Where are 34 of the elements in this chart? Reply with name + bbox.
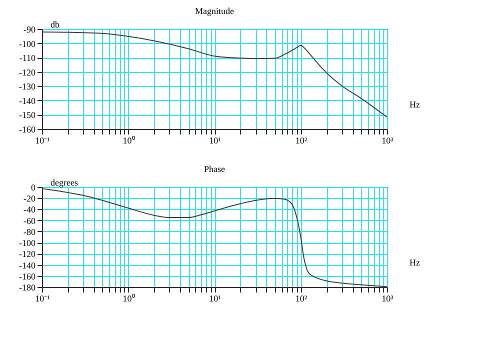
y-tick-label: -120	[19, 249, 36, 260]
y-tick-label: 0	[31, 182, 36, 192]
chart-title: Magnitude	[195, 6, 234, 16]
x-tick-label: 10⁰	[122, 294, 135, 304]
y-tick-label: -110	[19, 53, 36, 64]
y-tick-label: -130	[19, 82, 36, 92]
x-axis-title: Hz	[410, 258, 420, 268]
y-tick-label: -40	[24, 204, 36, 215]
y-tick-label: -100	[19, 38, 36, 49]
y-tick-label: -60	[24, 216, 36, 226]
x-tick-label: 10¹	[209, 136, 222, 146]
x-tick-label: 10³	[382, 294, 394, 304]
x-tick-label: 10¹	[209, 294, 222, 304]
chart-title: Phase	[204, 164, 225, 174]
y-axis-title: degrees	[50, 178, 78, 188]
x-tick-label: 10²	[295, 294, 308, 304]
x-tick-label: 10²	[295, 136, 308, 146]
y-tick-label: -80	[24, 226, 36, 237]
y-axis-title: db	[50, 20, 60, 30]
x-axis-title: Hz	[410, 100, 420, 110]
x-tick-label: 10⁻¹	[35, 136, 50, 146]
x-tick-label: 10⁰	[122, 136, 135, 146]
y-tick-label: -100	[19, 238, 36, 248]
y-tick-label: -160	[19, 271, 36, 282]
y-tick-label: -150	[19, 110, 36, 120]
x-tick-label: 10⁻¹	[35, 294, 50, 304]
y-tick-label: -140	[19, 96, 36, 106]
y-tick-label: -160	[19, 124, 36, 134]
y-tick-label: -180	[19, 282, 36, 292]
y-tick-label: -20	[24, 194, 36, 204]
y-tick-label: -120	[19, 67, 36, 78]
x-tick-label: 10³	[382, 136, 394, 146]
y-tick-label: -90	[24, 24, 36, 34]
y-tick-label: -140	[19, 260, 36, 270]
